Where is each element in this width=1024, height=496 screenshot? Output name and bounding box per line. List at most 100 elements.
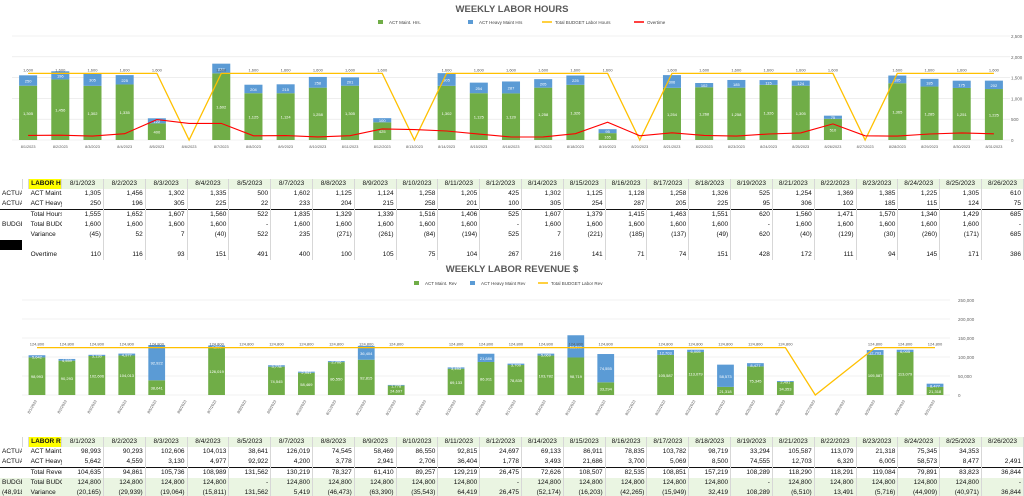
table-cell[interactable]: 130,219	[270, 467, 313, 478]
table-cell[interactable]: 124,800	[312, 478, 355, 488]
row-label[interactable]: ACT Heavy Maint Hrs	[30, 200, 62, 207]
table-cell[interactable]: 61,410	[354, 467, 397, 478]
row-label[interactable]: Total Hours	[28, 209, 62, 220]
table-cell[interactable]: 267	[479, 250, 523, 260]
table-cell[interactable]: 1,560	[772, 209, 815, 220]
table-cell[interactable]: (261)	[354, 230, 397, 240]
table-cell[interactable]: (6,510)	[772, 488, 815, 496]
table-cell[interactable]: (49)	[688, 230, 732, 240]
table-cell[interactable]: 258	[396, 199, 439, 210]
table-cell[interactable]: 74	[646, 250, 690, 260]
table-cell[interactable]: (44,909)	[897, 488, 941, 496]
table-cell[interactable]: 1,600	[856, 220, 899, 230]
table-cell[interactable]: 1,406	[437, 209, 481, 220]
column-header-date[interactable]: 8/1/2023	[61, 437, 104, 447]
table-cell[interactable]: 124,800	[437, 478, 481, 488]
table-cell[interactable]: (40)	[772, 230, 815, 240]
table-cell[interactable]: 205	[646, 199, 690, 210]
table-cell[interactable]: 1,302	[521, 189, 564, 199]
table-cell[interactable]: 1,124	[354, 189, 397, 199]
table-cell[interactable]: 105	[354, 250, 397, 260]
column-header-date[interactable]: 8/23/2023	[856, 437, 899, 447]
table-cell[interactable]: (129)	[814, 230, 857, 240]
table-cell[interactable]: 124,800	[396, 478, 439, 488]
table-header-label[interactable]: LABOR REVENUE	[28, 437, 63, 447]
row-label[interactable]: ACT Maint. Rev	[30, 448, 62, 455]
table-cell[interactable]: (45)	[61, 230, 104, 240]
table-cell[interactable]: 78,835	[605, 447, 648, 457]
column-header-date[interactable]: 8/18/2023	[688, 179, 732, 189]
table-cell[interactable]: 1,340	[897, 209, 941, 220]
table-cell[interactable]: 157,219	[688, 467, 732, 478]
table-cell[interactable]	[981, 447, 1024, 457]
table-cell[interactable]: 100	[479, 199, 523, 210]
table-cell[interactable]: 1,600	[396, 220, 439, 230]
table-cell[interactable]: 233	[270, 199, 313, 210]
table-cell[interactable]: 124,800	[772, 478, 815, 488]
column-header-date[interactable]: 8/12/2023	[479, 179, 523, 189]
group-label[interactable]	[0, 250, 22, 260]
table-cell[interactable]: 7	[145, 230, 188, 240]
table-cell[interactable]: 171	[939, 250, 982, 260]
table-cell[interactable]: 124	[939, 199, 982, 210]
group-label[interactable]: (48,918)	[0, 488, 22, 496]
table-cell[interactable]: -	[981, 478, 1024, 488]
table-cell[interactable]: 105,587	[772, 447, 815, 457]
table-cell[interactable]: 2,491	[981, 457, 1024, 468]
table-cell[interactable]: 1,835	[270, 209, 313, 220]
table-cell[interactable]: 124,800	[814, 478, 857, 488]
table-cell[interactable]: 525	[730, 189, 773, 199]
table-cell[interactable]: 104,635	[61, 467, 104, 478]
table-cell[interactable]: 1,258	[396, 189, 439, 199]
table-cell[interactable]: 1,258	[646, 189, 690, 199]
row-label[interactable]: Variance	[28, 488, 62, 496]
table-cell[interactable]: 92,815	[437, 447, 481, 457]
column-header-date[interactable]: 8/15/2023	[563, 437, 606, 447]
table-cell[interactable]	[103, 240, 146, 250]
table-cell[interactable]: 8,477	[939, 457, 982, 468]
table-cell[interactable]	[897, 240, 941, 250]
table-cell[interactable]: 525	[479, 209, 523, 220]
table-cell[interactable]: 201	[437, 199, 481, 210]
table-cell[interactable]: 685	[981, 209, 1024, 220]
table-cell[interactable]: 425	[479, 189, 523, 199]
column-header-date[interactable]: 8/17/2023	[646, 437, 690, 447]
column-header-date[interactable]: 8/9/2023	[354, 179, 397, 189]
table-cell[interactable]	[772, 240, 815, 250]
table-cell[interactable]: 124,800	[354, 478, 397, 488]
column-header-date[interactable]: 8/14/2023	[521, 437, 564, 447]
row-label[interactable]: Overtime	[30, 251, 57, 258]
table-cell[interactable]: 685	[981, 230, 1024, 240]
table-cell[interactable]	[730, 240, 773, 250]
table-cell[interactable]: 1,600	[521, 220, 564, 230]
table-cell[interactable]: 400	[270, 250, 313, 260]
table-cell[interactable]: (137)	[646, 230, 690, 240]
table-cell[interactable]: (84)	[396, 230, 439, 240]
table-cell[interactable]: 1,326	[688, 189, 732, 199]
table-cell[interactable]: 93	[145, 250, 188, 260]
table-cell[interactable]: 124,800	[939, 478, 982, 488]
table-cell[interactable]: 13,491	[814, 488, 857, 496]
table-cell[interactable]: 7	[521, 230, 564, 240]
table-cell[interactable]: 26,475	[479, 488, 523, 496]
table-cell[interactable]: 204	[312, 199, 355, 210]
table-cell[interactable]: 102	[814, 199, 857, 210]
table-cell[interactable]: 124,800	[688, 478, 732, 488]
table-cell[interactable]: 21,686	[563, 457, 606, 468]
table-cell[interactable]: 95	[730, 199, 773, 210]
table-cell[interactable]	[814, 240, 857, 250]
table-cell[interactable]: (30)	[856, 230, 899, 240]
table-cell[interactable]: 124,800	[270, 478, 313, 488]
table-cell[interactable]: 1,570	[856, 209, 899, 220]
table-cell[interactable]: 124,800	[897, 478, 941, 488]
column-header-date[interactable]: 8/7/2023	[270, 437, 313, 447]
table-cell[interactable]: 58,573	[897, 457, 941, 468]
table-cell[interactable]: 124,800	[563, 478, 606, 488]
row-label[interactable]: Total Revenue	[28, 467, 62, 478]
column-header-date[interactable]: 8/11/2023	[437, 179, 481, 189]
column-header-date[interactable]: 8/17/2023	[646, 179, 690, 189]
table-cell[interactable]: 2,706	[396, 457, 439, 468]
table-cell[interactable]: (40,971)	[939, 488, 982, 496]
table-cell[interactable]: 151	[187, 250, 230, 260]
table-cell[interactable]: 1,471	[814, 209, 857, 220]
